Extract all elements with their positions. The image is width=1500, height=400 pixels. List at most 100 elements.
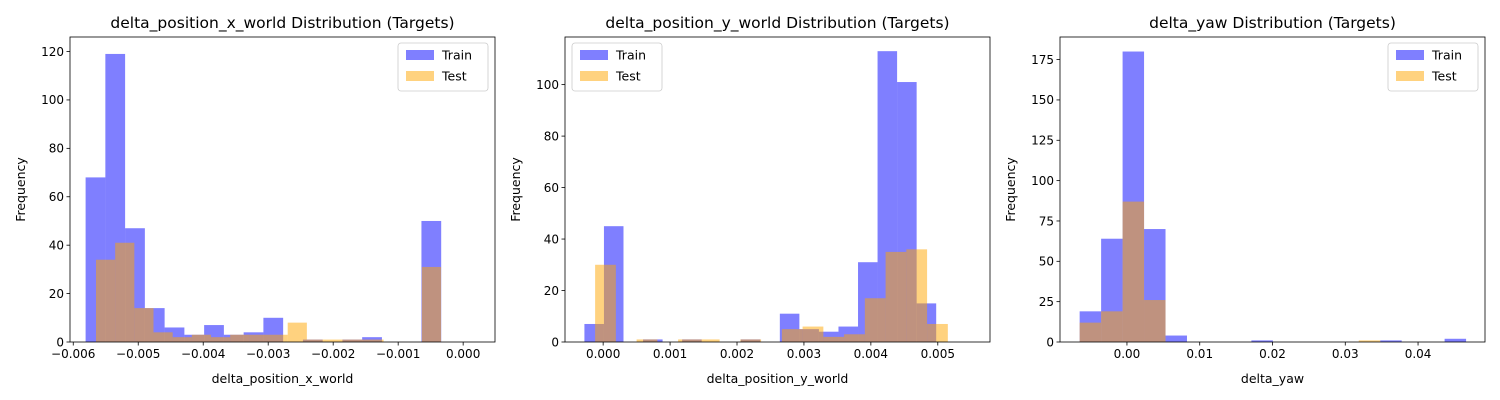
- y-tick-label: 100: [1031, 174, 1054, 188]
- y-tick-label: 120: [41, 45, 64, 59]
- y-tick-label: 100: [536, 78, 559, 92]
- y-tick-label: 0: [56, 335, 64, 349]
- bar-test-13: [864, 298, 886, 342]
- plot-frame: [69, 36, 496, 343]
- y-tick-label: 80: [544, 129, 559, 143]
- bar-test-13: [345, 339, 365, 342]
- x-axis-label: delta_position_x_world: [212, 371, 354, 386]
- y-axis-label: Frequency: [13, 157, 28, 222]
- bar-test-7: [230, 334, 250, 342]
- x-tick-label: −0.004: [181, 347, 225, 361]
- legend: Train Test: [1387, 42, 1479, 92]
- legend-swatch-test: [580, 71, 608, 81]
- legend: Train Test: [571, 42, 663, 92]
- bar-test-5: [191, 334, 212, 342]
- x-tick-label: 0.002: [720, 347, 754, 361]
- bar-test-5: [698, 339, 720, 342]
- x-axis-label: delta_yaw: [1241, 371, 1304, 386]
- chart-3: 0.00 0.01 0.02 0.03 0.04 0 25 50 75 100 125 150 175 d…: [1003, 14, 1486, 386]
- bar-test-9: [268, 334, 288, 342]
- bar-test-0: [1079, 322, 1102, 342]
- bar-test-14: [364, 339, 384, 342]
- legend-label-train: Train: [615, 48, 646, 63]
- bar-test-6: [211, 337, 231, 342]
- bar-test-10: [802, 326, 824, 342]
- bar-test-15: [906, 249, 928, 342]
- legend-label-test: Test: [615, 69, 641, 84]
- bar-test-11: [306, 339, 327, 342]
- y-axis-label: Frequency: [508, 157, 523, 222]
- legend-swatch-test: [406, 71, 434, 81]
- bar-test-14: [885, 251, 907, 342]
- legend-label-train: Train: [441, 48, 472, 63]
- y-tick-label: 100: [41, 93, 64, 107]
- bar-train-4: [1165, 335, 1187, 342]
- legend-label-test: Test: [1431, 69, 1457, 84]
- bar-test-4: [172, 337, 192, 342]
- x-tick-label: −0.006: [51, 347, 95, 361]
- x-tick-label: 0.001: [653, 347, 687, 361]
- bar-test-9: [781, 329, 803, 342]
- bar-test-0: [595, 264, 616, 342]
- y-axis-label: Frequency: [1003, 157, 1018, 222]
- y-tick-label: 150: [1031, 93, 1054, 107]
- bar-test-3: [1144, 300, 1166, 342]
- bar-train-14: [1380, 340, 1402, 342]
- y-tick-label: 20: [544, 284, 559, 298]
- x-tick-label: −0.001: [376, 347, 420, 361]
- legend-swatch-train: [1396, 50, 1424, 60]
- x-tick-label: 0.003: [787, 347, 821, 361]
- bar-test-16: [927, 323, 948, 342]
- x-tick-label: 0.000: [446, 347, 480, 361]
- chart-1: −0.006 −0.005 −0.004 −0.003 −0.002 −0.001 0.00…: [13, 14, 496, 386]
- bar-test-2: [636, 339, 658, 342]
- y-tick-label: 60: [49, 190, 64, 204]
- y-tick-label: 60: [544, 181, 559, 195]
- x-tick-label: 0.01: [1186, 347, 1213, 361]
- x-tick-label: −0.002: [311, 347, 355, 361]
- chart-2: 0.000 0.001 0.002 0.003 0.004 0.005 0 20 40 60 80 1…: [508, 14, 991, 386]
- legend-swatch-train: [406, 50, 434, 60]
- plot-frame: [564, 36, 991, 343]
- bar-test-1: [1101, 311, 1123, 342]
- bar-test-7: [740, 339, 762, 342]
- x-tick-label: 0.02: [1259, 347, 1286, 361]
- x-tick-label: 0.000: [586, 347, 620, 361]
- y-tick-label: 80: [49, 142, 64, 156]
- bar-test-2: [1122, 201, 1145, 342]
- bar-test-1: [115, 242, 135, 342]
- legend-label-test: Test: [441, 69, 467, 84]
- bar-test-12: [844, 334, 865, 342]
- legend-label-train: Train: [1431, 48, 1462, 63]
- bar-test-11: [823, 336, 845, 342]
- bar-test-4: [678, 339, 699, 342]
- x-tick-label: −0.005: [116, 347, 160, 361]
- y-tick-label: 75: [1039, 214, 1054, 228]
- y-tick-label: 175: [1031, 53, 1054, 67]
- y-tick-label: 50: [1039, 255, 1054, 269]
- bar-test-10: [287, 322, 307, 342]
- y-tick-label: 0: [1046, 335, 1054, 349]
- bar-test-3: [153, 332, 173, 342]
- x-tick-label: 0.00: [1114, 347, 1141, 361]
- y-tick-label: 0: [551, 335, 559, 349]
- y-tick-label: 25: [1039, 295, 1054, 309]
- bar-test-12: [326, 339, 346, 342]
- chart-title: delta_yaw Distribution (Targets): [1149, 14, 1396, 33]
- y-tick-label: 40: [49, 238, 64, 252]
- y-tick-label: 20: [49, 287, 64, 301]
- chart-title: delta_position_x_world Distribution (Tar…: [110, 14, 454, 33]
- bar-test-13: [1358, 340, 1381, 342]
- x-tick-label: 0.04: [1405, 347, 1432, 361]
- y-tick-label: 125: [1031, 134, 1054, 148]
- bar-test-8: [249, 334, 269, 342]
- legend-swatch-train: [580, 50, 608, 60]
- bar-test-2: [134, 308, 154, 342]
- y-tick-label: 40: [544, 232, 559, 246]
- bar-train-8: [1251, 340, 1273, 342]
- chart-title: delta_position_y_world Distribution (Tar…: [605, 14, 949, 33]
- x-tick-label: −0.003: [246, 347, 290, 361]
- bar-test-0: [95, 259, 116, 342]
- x-axis-label: delta_position_y_world: [707, 371, 849, 386]
